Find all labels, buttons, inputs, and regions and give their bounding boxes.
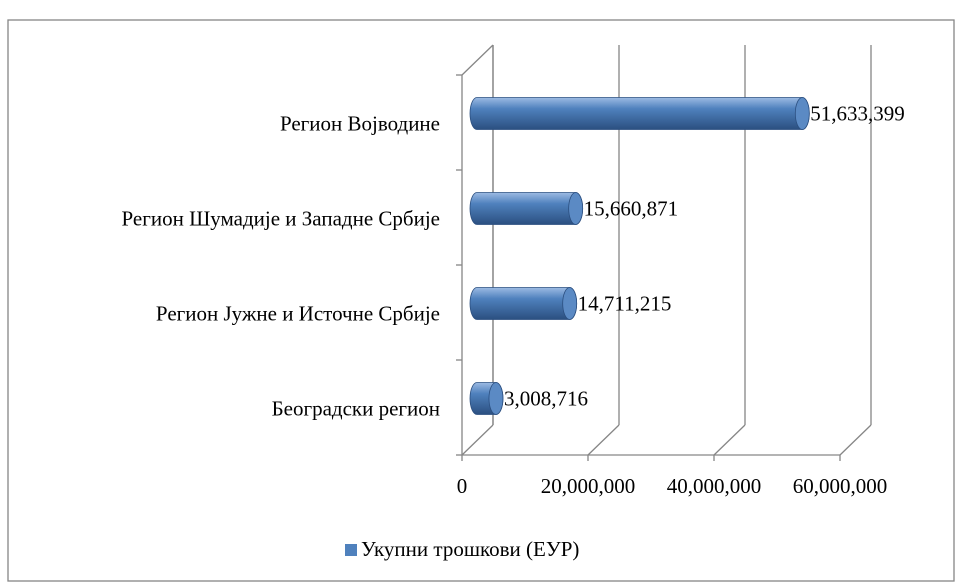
- legend-swatch: [345, 544, 357, 556]
- floor-line: [713, 424, 746, 456]
- y-tick-label: Београдски регион: [272, 396, 440, 420]
- floor-line: [461, 424, 494, 456]
- data-label: 14,711,215: [578, 291, 672, 315]
- floor-line: [839, 424, 872, 456]
- bar-cap: [794, 97, 810, 130]
- y-tick-label: Регион Шумадије и Западне Србије: [122, 206, 440, 230]
- x-tick-label: 20,000,000: [541, 474, 636, 498]
- bar: [469, 192, 584, 225]
- bar-cap: [488, 382, 504, 415]
- bar: [469, 97, 810, 130]
- y-tick-label: Регион Јужне и Источне Србије: [156, 301, 440, 325]
- data-label: 15,660,871: [584, 196, 679, 220]
- y-tick-label: Регион Војводине: [280, 111, 440, 135]
- left-wall-top: [461, 44, 494, 76]
- x-tick-label: 40,000,000: [667, 474, 762, 498]
- data-label: 51,633,399: [810, 101, 905, 125]
- legend-label: Укупни трошкови (ЕУР): [361, 537, 579, 561]
- x-tick-label: 0: [457, 474, 468, 498]
- data-label: 3,008,716: [504, 386, 588, 410]
- bar-cap: [568, 192, 584, 225]
- bar: [469, 287, 578, 320]
- bar-cap: [562, 287, 578, 320]
- floor-line: [587, 424, 620, 456]
- x-tick-label: 60,000,000: [793, 474, 888, 498]
